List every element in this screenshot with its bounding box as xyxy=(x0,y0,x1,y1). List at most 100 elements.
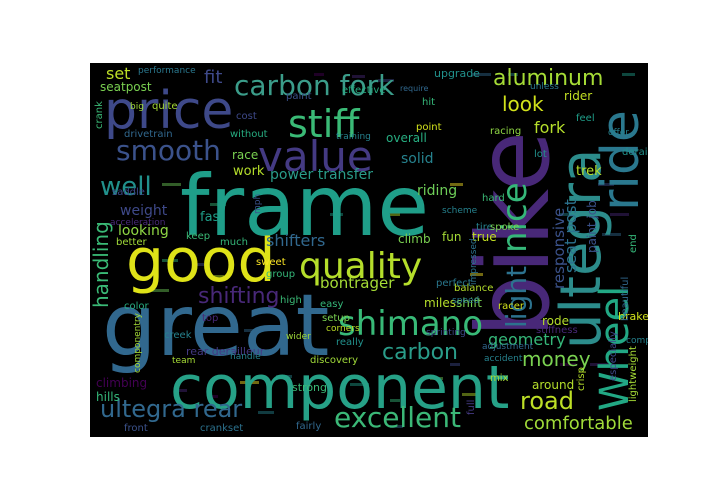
word-cloud-canvas: frame bikegreatcomponentgoodpriceultegrar… xyxy=(90,63,648,437)
word-fairly: fairly xyxy=(296,421,321,432)
word-discovery: discovery xyxy=(310,355,358,366)
word-drivetrain: drivetrain xyxy=(124,129,173,140)
filler-word-mark xyxy=(602,233,621,236)
word-miles: miles xyxy=(424,296,456,310)
word-frame: frame xyxy=(180,157,429,255)
filler-word-mark xyxy=(174,389,187,392)
word-value: value xyxy=(258,132,373,181)
word-ultegra-rear: ultegra rear xyxy=(100,395,242,423)
word-bike: bike xyxy=(455,131,572,338)
word-cloud-background xyxy=(90,63,648,437)
word-balance: balance xyxy=(454,283,493,294)
word-effective: effective xyxy=(342,85,385,96)
word-group: group xyxy=(266,269,295,280)
word-spoke: spoke xyxy=(490,222,519,233)
word-stiff: stiff xyxy=(288,102,360,146)
filler-word-mark xyxy=(610,213,629,216)
filler-word-mark xyxy=(314,73,324,76)
word-full: full xyxy=(466,400,477,415)
word-nice: nice xyxy=(495,182,535,253)
filler-word-mark xyxy=(350,383,369,386)
filler-word-mark xyxy=(590,363,609,366)
filler-word-mark xyxy=(510,183,526,186)
word-cloud: frame bike great component good price ultegra r… xyxy=(90,63,648,437)
word-trek: trek xyxy=(576,164,602,179)
word-sprinting: sprinting xyxy=(426,328,466,338)
word-rider: rider xyxy=(564,89,592,103)
word-crisp: crisp xyxy=(576,367,587,391)
filler-word-mark xyxy=(194,263,204,266)
word-much: much xyxy=(220,237,248,248)
word-looking: looking xyxy=(118,223,169,239)
word-upgrade: upgrade xyxy=(434,67,480,80)
word-set: set xyxy=(106,64,130,83)
word-overall: overall xyxy=(386,131,427,145)
filler-word-mark xyxy=(450,363,460,366)
word-comfortable: comfortable xyxy=(524,413,633,434)
filler-word-mark xyxy=(430,377,443,380)
word-saddle: saddle xyxy=(112,187,145,198)
filler-word-mark xyxy=(208,395,218,398)
word-setup: setup xyxy=(322,313,350,324)
word-racer: racer xyxy=(498,301,525,312)
word-race: race xyxy=(232,148,258,162)
filler-word-mark xyxy=(378,79,394,82)
word-ride: ride xyxy=(591,110,648,211)
word-easy: easy xyxy=(320,299,343,310)
word-carbon-fork: carbon fork xyxy=(234,69,395,102)
word-seatpost: seatpost xyxy=(100,80,152,94)
word-lot: lot xyxy=(534,149,547,160)
word-cost: cost xyxy=(236,111,257,122)
word-training: training xyxy=(336,132,371,142)
word-climbing: climbing xyxy=(96,376,147,390)
word-rode: rode xyxy=(542,314,569,328)
word-better: better xyxy=(116,237,147,248)
filler-word-mark xyxy=(162,259,178,262)
filler-word-mark xyxy=(560,213,570,216)
filler-word-mark xyxy=(352,75,365,78)
filler-word-mark xyxy=(150,289,169,292)
word-weight: weight xyxy=(120,203,168,219)
word-fit: fit xyxy=(204,67,222,88)
word-offer: offer xyxy=(608,128,629,138)
word-work: work xyxy=(233,164,265,179)
word-adjustment: adjustment xyxy=(482,342,534,352)
word-light: light xyxy=(500,266,533,328)
filler-word-mark xyxy=(472,73,491,76)
word-carbon: carbon xyxy=(382,340,458,365)
word-stiffness: stiffness xyxy=(536,325,578,336)
word-fun: fun xyxy=(442,230,461,244)
word-true: true xyxy=(472,230,497,244)
word-unless: unless xyxy=(530,82,559,92)
filler-word-mark xyxy=(240,381,259,384)
word-derailer: derailer xyxy=(622,147,648,158)
word-strong: strong xyxy=(292,381,327,394)
filler-word-mark xyxy=(390,425,403,428)
filler-word-mark xyxy=(560,363,576,366)
word-feel: feel xyxy=(576,113,595,124)
filler-word-mark xyxy=(622,73,635,76)
word-money: money xyxy=(522,347,591,371)
word-smooth: smooth xyxy=(116,134,221,167)
word-compared: compared xyxy=(626,336,648,346)
filler-word-mark xyxy=(330,213,343,216)
word-especially: especially xyxy=(608,331,619,381)
word-aluminum: aluminum xyxy=(493,66,603,91)
word-fork: fork xyxy=(534,118,566,137)
word-really: really xyxy=(336,337,364,348)
word-sweet: sweet xyxy=(256,257,286,268)
word-rear-derailleur: rear derailleur xyxy=(186,345,265,358)
word-component: component xyxy=(170,353,509,423)
word-handling: handling xyxy=(90,221,113,308)
filler-word-mark xyxy=(390,399,400,402)
word-wider: wider xyxy=(286,332,311,342)
word-acceleration: acceleration xyxy=(110,218,165,228)
word-shift: shift xyxy=(456,296,482,310)
word-geometry: geometry xyxy=(488,330,566,349)
word-mix: mix xyxy=(490,373,509,384)
word-crankset: crankset xyxy=(200,423,243,434)
word-componentry: componentry xyxy=(133,312,143,373)
word-speed: speed xyxy=(452,296,479,306)
filler-word-mark xyxy=(162,183,181,186)
word-good: good xyxy=(126,226,276,296)
